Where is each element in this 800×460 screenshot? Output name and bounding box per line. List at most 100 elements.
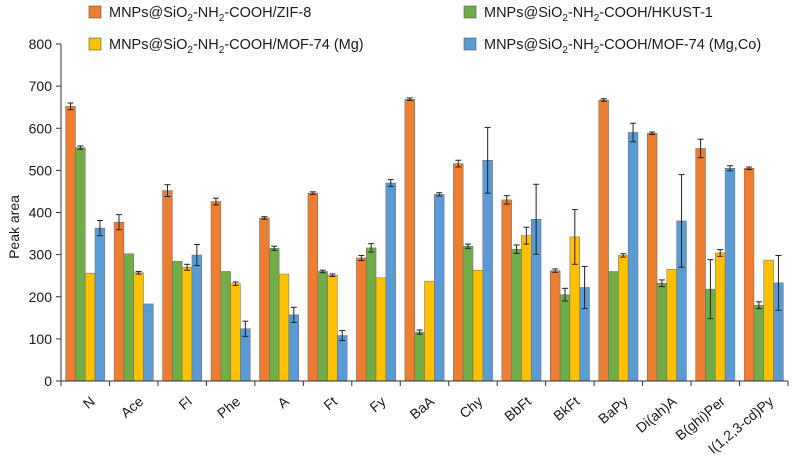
bar bbox=[462, 245, 474, 382]
bar bbox=[550, 270, 561, 382]
error-bar bbox=[96, 220, 103, 237]
x-tick-label: BbFt bbox=[501, 393, 534, 424]
error-bar bbox=[164, 184, 171, 197]
bar bbox=[724, 168, 736, 382]
legend-label-3: MNPs@SiO2-NH2-COOH/MOF-74 (Mg) bbox=[109, 37, 364, 56]
error-bar bbox=[329, 273, 336, 278]
error-bar bbox=[755, 301, 762, 310]
legend-subscript: 2 bbox=[562, 13, 568, 24]
bar bbox=[365, 247, 377, 382]
bar bbox=[269, 248, 280, 382]
error-bar bbox=[319, 269, 326, 274]
error-bar bbox=[232, 281, 239, 286]
bar bbox=[288, 314, 299, 382]
bars-group bbox=[65, 97, 784, 382]
error-bar bbox=[368, 243, 375, 253]
bar bbox=[472, 269, 484, 382]
error-bar bbox=[77, 145, 84, 150]
bar bbox=[220, 271, 231, 382]
legend-text-part: MNPs@SiO bbox=[109, 37, 187, 53]
error-bar bbox=[620, 253, 627, 258]
legend-text-part: -COOH/MOF-74 (Mg,Co) bbox=[599, 37, 761, 53]
error-bar bbox=[484, 126, 491, 194]
bar bbox=[94, 227, 106, 382]
error-bar bbox=[630, 122, 637, 143]
y-tick-label: 800 bbox=[29, 36, 53, 52]
legend-text-part: MNPs@SiO bbox=[109, 5, 187, 21]
error-bar bbox=[455, 159, 462, 168]
bar bbox=[375, 277, 387, 382]
bar bbox=[743, 168, 755, 382]
bar bbox=[172, 261, 183, 382]
bar bbox=[133, 272, 144, 382]
legend-text-part: -COOH/HKUST-1 bbox=[599, 5, 713, 21]
legend-text-part: -NH bbox=[568, 5, 594, 21]
x-axis: N Ace Fl Phe A Ft Fy BaA Chy BbFt BkFt BaPy Di(ah)AB… bbox=[60, 380, 789, 457]
legend-swatch-3 bbox=[88, 37, 102, 51]
error-bar bbox=[67, 102, 74, 111]
x-tick-label: N bbox=[80, 393, 98, 412]
bar bbox=[763, 259, 774, 382]
bar bbox=[113, 221, 125, 382]
error-bar bbox=[717, 249, 724, 257]
legend-text-part: MNPs@SiO bbox=[484, 37, 562, 53]
error-bar bbox=[775, 254, 782, 311]
error-bar bbox=[290, 306, 297, 323]
error-bar bbox=[416, 329, 423, 335]
error-bar bbox=[242, 320, 249, 337]
legend-text-part: MNPs@SiO bbox=[484, 5, 562, 21]
y-axis: 0 100 200 300 400 500 600 700 800 bbox=[29, 36, 62, 389]
error-bar bbox=[513, 244, 520, 254]
x-tick-label: BkFt bbox=[550, 393, 582, 424]
bar bbox=[385, 182, 396, 382]
bar bbox=[259, 217, 270, 382]
bar bbox=[511, 248, 522, 382]
y-tick-label: 400 bbox=[29, 205, 53, 221]
legend-label-2: MNPs@SiO2-NH2-COOH/HKUST-1 bbox=[484, 5, 713, 24]
bar bbox=[404, 98, 415, 382]
bar bbox=[666, 269, 677, 382]
bar bbox=[656, 283, 668, 382]
error-bar bbox=[436, 192, 443, 197]
y-tick-label: 700 bbox=[29, 78, 53, 94]
legend-text-part: -NH bbox=[193, 37, 219, 53]
error-bar bbox=[649, 131, 656, 136]
error-bar bbox=[707, 259, 714, 320]
error-bar bbox=[552, 268, 559, 273]
legend-swatch-2 bbox=[463, 5, 477, 19]
error-bar bbox=[678, 174, 685, 268]
x-tick-label: Phe bbox=[214, 393, 244, 421]
bar bbox=[434, 194, 445, 382]
bar bbox=[317, 271, 328, 382]
legend-subscript: 2 bbox=[562, 45, 568, 56]
bar bbox=[65, 106, 76, 382]
bar bbox=[191, 254, 203, 382]
bar bbox=[618, 255, 629, 382]
bar bbox=[230, 283, 241, 382]
x-tick-label: Chy bbox=[456, 393, 485, 421]
bar bbox=[598, 99, 609, 382]
error-bar bbox=[135, 270, 142, 275]
error-bar bbox=[523, 226, 530, 245]
bar bbox=[307, 192, 319, 382]
bar bbox=[453, 163, 464, 382]
legend: MNPs@SiO2-NH2-COOH/ZIF-8 MNPs@SiO2-NH2-CO… bbox=[88, 5, 761, 56]
x-tick-label: Fl bbox=[176, 393, 195, 413]
y-tick-label: 200 bbox=[29, 289, 53, 305]
error-bar bbox=[339, 329, 346, 342]
error-bar bbox=[358, 254, 365, 262]
legend-text-part: -NH bbox=[568, 37, 594, 53]
error-bar bbox=[309, 191, 316, 195]
y-tick-label: 0 bbox=[44, 373, 52, 389]
y-axis-label: Peak area bbox=[6, 195, 22, 259]
legend-subscript: 2 bbox=[594, 13, 600, 24]
bar bbox=[695, 148, 706, 382]
bar bbox=[162, 190, 173, 382]
error-bar bbox=[562, 287, 568, 302]
error-bar bbox=[261, 216, 268, 220]
error-bar bbox=[727, 165, 733, 172]
bar bbox=[356, 257, 367, 382]
bar bbox=[278, 273, 290, 382]
y-tick-label: 100 bbox=[29, 331, 53, 347]
